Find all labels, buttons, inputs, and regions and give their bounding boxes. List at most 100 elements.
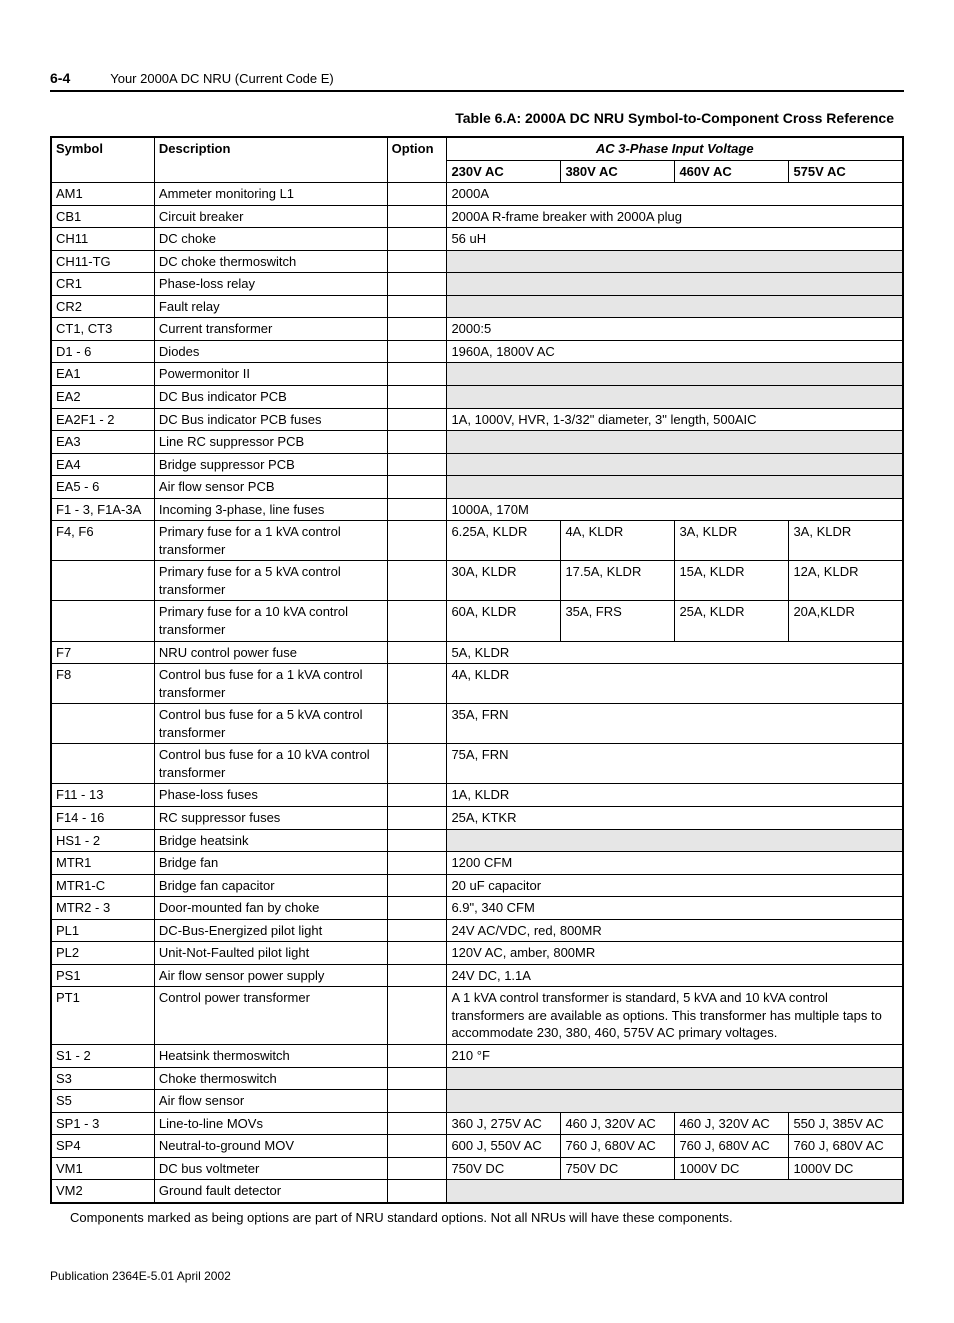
cell-option — [387, 641, 447, 664]
cell-symbol: VM1 — [51, 1157, 154, 1180]
table-row: EA5 - 6Air flow sensor PCB — [51, 476, 903, 499]
cell-option — [387, 897, 447, 920]
cell-value: 210 °F — [447, 1044, 903, 1067]
table-row: CH11-TGDC choke thermoswitch — [51, 250, 903, 273]
cell-description: RC suppressor fuses — [154, 806, 387, 829]
cell-value: 24V DC, 1.1A — [447, 964, 903, 987]
table-row: PL2Unit-Not-Faulted pilot light 120V AC, … — [51, 942, 903, 965]
cell-symbol: EA3 — [51, 431, 154, 454]
cell-value: 6.25A, KLDR — [447, 521, 561, 561]
cell-value: 15A, KLDR — [675, 561, 789, 601]
cell-value: 760 J, 680V AC — [675, 1135, 789, 1158]
col-header-460v: 460V AC — [675, 160, 789, 183]
cell-description: Choke thermoswitch — [154, 1067, 387, 1090]
table-row: EA4Bridge suppressor PCB — [51, 453, 903, 476]
cell-value: 17.5A, KLDR — [561, 561, 675, 601]
table-row: S1 - 2Heatsink thermoswitch210 °F — [51, 1044, 903, 1067]
table-row: PL1DC-Bus-Energized pilot light24V AC/VD… — [51, 919, 903, 942]
cell-description: Line-to-line MOVs — [154, 1112, 387, 1135]
cell-symbol: EA2F1 - 2 — [51, 408, 154, 431]
cell-description: Primary fuse for a 5 kVA control transfo… — [154, 561, 387, 601]
cell-symbol: SP1 - 3 — [51, 1112, 154, 1135]
cell-symbol: PL2 — [51, 942, 154, 965]
table-row: EA3Line RC suppressor PCB — [51, 431, 903, 454]
cell-value: 760 J, 680V AC — [561, 1135, 675, 1158]
table-row: AM1Ammeter monitoring L12000A — [51, 183, 903, 206]
cell-symbol — [51, 601, 154, 641]
cell-symbol: CB1 — [51, 205, 154, 228]
table-row: D1 - 6Diodes1960A, 1800V AC — [51, 340, 903, 363]
cell-description: Powermonitor II — [154, 363, 387, 386]
cell-symbol: CT1, CT3 — [51, 318, 154, 341]
cell-option — [387, 704, 447, 744]
cell-value: 25A, KTKR — [447, 806, 903, 829]
cell-value: 6.9", 340 CFM — [447, 897, 903, 920]
cell-value: 30A, KLDR — [447, 561, 561, 601]
cell-value: 60A, KLDR — [447, 601, 561, 641]
cell-description: Control bus fuse for a 5 kVA control tra… — [154, 704, 387, 744]
table-row: CH11DC choke56 uH — [51, 228, 903, 251]
cell-description: DC choke thermoswitch — [154, 250, 387, 273]
table-row: CR1Phase-loss relay — [51, 273, 903, 296]
page-header: 6-4 Your 2000A DC NRU (Current Code E) — [50, 70, 904, 92]
cell-value: 4A, KLDR — [447, 664, 903, 704]
cell-description: DC bus voltmeter — [154, 1157, 387, 1180]
table-row: HS1 - 2Bridge heatsink — [51, 829, 903, 852]
table-caption: Table 6.A: 2000A DC NRU Symbol-to-Compon… — [50, 110, 904, 126]
cell-description: Phase-loss relay — [154, 273, 387, 296]
cell-option — [387, 273, 447, 296]
cell-value: 1000V DC — [675, 1157, 789, 1180]
table-row: SP1 - 3Line-to-line MOVs360 J, 275V AC46… — [51, 1112, 903, 1135]
cell-value: 120V AC, amber, 800MR — [447, 942, 903, 965]
cell-description: DC-Bus-Energized pilot light — [154, 919, 387, 942]
cell-option — [387, 942, 447, 965]
cell-value — [447, 1090, 903, 1113]
cell-description: Ammeter monitoring L1 — [154, 183, 387, 206]
cell-value — [447, 273, 903, 296]
cell-description: Ground fault detector — [154, 1180, 387, 1203]
cell-option — [387, 829, 447, 852]
cell-description: Unit-Not-Faulted pilot light — [154, 942, 387, 965]
cell-value: 460 J, 320V AC — [675, 1112, 789, 1135]
cell-symbol: MTR2 - 3 — [51, 897, 154, 920]
cell-value: 2000A R-frame breaker with 2000A plug — [447, 205, 903, 228]
cell-option — [387, 476, 447, 499]
cell-value — [447, 1180, 903, 1203]
cell-option — [387, 987, 447, 1045]
cell-value: 1A, 1000V, HVR, 1-3/32" diameter, 3" len… — [447, 408, 903, 431]
col-header-575v: 575V AC — [789, 160, 903, 183]
cell-symbol: MTR1 — [51, 852, 154, 875]
cell-option — [387, 1180, 447, 1203]
table-footnote: Components marked as being options are p… — [70, 1210, 904, 1225]
cell-description: Phase-loss fuses — [154, 784, 387, 807]
cell-value: 1000V DC — [789, 1157, 903, 1180]
cell-description: DC choke — [154, 228, 387, 251]
cell-option — [387, 1135, 447, 1158]
cell-symbol: CR1 — [51, 273, 154, 296]
cell-symbol: HS1 - 2 — [51, 829, 154, 852]
cell-description: Fault relay — [154, 295, 387, 318]
table-row: EA2F1 - 2DC Bus indicator PCB fuses1A, 1… — [51, 408, 903, 431]
cell-value: 5A, KLDR — [447, 641, 903, 664]
cell-symbol: MTR1-C — [51, 874, 154, 897]
cell-option — [387, 964, 447, 987]
cell-option — [387, 408, 447, 431]
cell-value: 1960A, 1800V AC — [447, 340, 903, 363]
cell-symbol: CR2 — [51, 295, 154, 318]
cell-symbol: VM2 — [51, 1180, 154, 1203]
cell-description: Bridge heatsink — [154, 829, 387, 852]
cell-option — [387, 806, 447, 829]
table-row: CR2Fault relay — [51, 295, 903, 318]
col-header-option: Option — [387, 137, 447, 183]
cell-description: Control power transformer — [154, 987, 387, 1045]
cell-symbol: CH11-TG — [51, 250, 154, 273]
table-row: F14 - 16RC suppressor fuses 25A, KTKR — [51, 806, 903, 829]
cell-description: Bridge fan capacitor — [154, 874, 387, 897]
cell-value: 460 J, 320V AC — [561, 1112, 675, 1135]
cross-reference-table: Symbol Description Option AC 3-Phase Inp… — [50, 136, 904, 1204]
table-row: F1 - 3, F1A-3AIncoming 3-phase, line fus… — [51, 498, 903, 521]
cell-symbol: F14 - 16 — [51, 806, 154, 829]
cell-description: Bridge fan — [154, 852, 387, 875]
cell-value: 3A, KLDR — [675, 521, 789, 561]
cell-option — [387, 340, 447, 363]
